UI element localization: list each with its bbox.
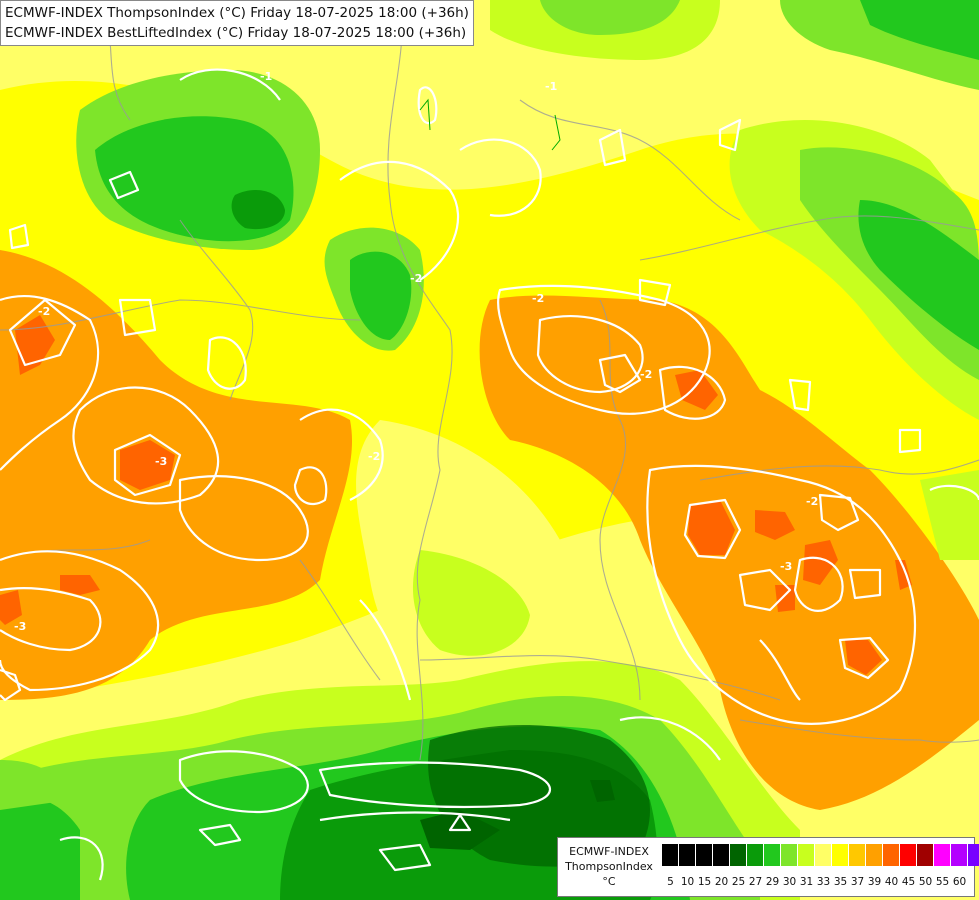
legend-parameter: ThompsonIndex: [565, 860, 653, 873]
legend-swatch: [866, 844, 883, 866]
legend-swatch: [900, 844, 917, 866]
legend-swatch: [934, 844, 951, 866]
contour-label: -2: [410, 272, 423, 285]
legend-tick-label: 30: [782, 876, 797, 888]
legend-swatch: [832, 844, 849, 866]
contour-label: -2: [640, 368, 653, 381]
legend-unit: °C: [602, 875, 616, 888]
legend-tick-label: 40: [884, 876, 899, 888]
legend-swatch: [747, 844, 764, 866]
legend-swatch: [662, 844, 679, 866]
legend-tick-label: 45: [901, 876, 916, 888]
legend-title: ECMWF-INDEX ThompsonIndex °C: [560, 844, 658, 889]
legend-swatch: [951, 844, 968, 866]
legend-tick-label: 15: [697, 876, 712, 888]
contour-label: -2: [532, 292, 545, 305]
contour-label: -3: [14, 620, 27, 633]
legend-swatch: [849, 844, 866, 866]
legend-tick-label: 35: [833, 876, 848, 888]
contour-label: -2: [38, 305, 51, 318]
legend-tick-label: 50: [918, 876, 933, 888]
legend-swatch: [781, 844, 798, 866]
legend-model: ECMWF-INDEX: [569, 845, 649, 858]
map-title-thompson: ECMWF-INDEX ThompsonIndex (°C) Friday 18…: [5, 5, 469, 21]
contour-label: -3: [780, 560, 793, 573]
color-legend: ECMWF-INDEX ThompsonIndex °C 5 10 15 20 25 27…: [557, 837, 979, 897]
legend-tick-label: 55: [935, 876, 950, 888]
legend-swatch: [730, 844, 747, 866]
legend-swatches: [662, 844, 979, 866]
legend-tick-label: 10: [680, 876, 695, 888]
contour-label: -2: [368, 450, 381, 463]
legend-tick-label: 29: [765, 876, 780, 888]
legend-tick-label: 27: [748, 876, 763, 888]
map-title-lifted: ECMWF-INDEX BestLiftedIndex (°C) Friday …: [5, 25, 467, 41]
legend-swatch: [968, 844, 979, 866]
legend-tick-label: 20: [714, 876, 729, 888]
legend-swatch: [883, 844, 900, 866]
legend-tick-label: 25: [731, 876, 746, 888]
contour-label: -2: [806, 495, 819, 508]
legend-swatch: [798, 844, 815, 866]
legend-ticks: 5 10 15 20 25 27 29 30 31 33 35 37 39 40 45 50 55 60: [662, 876, 968, 888]
contour-label: -1: [545, 80, 558, 93]
legend-tick-label: 39: [867, 876, 882, 888]
contour-label: -1: [260, 70, 273, 83]
legend-tick-label: 5: [667, 876, 674, 888]
legend-swatch: [917, 844, 934, 866]
map-title-box: ECMWF-INDEX ThompsonIndex (°C) Friday 18…: [0, 0, 474, 46]
legend-tick-label: 31: [799, 876, 814, 888]
legend-swatch: [764, 844, 781, 866]
legend-swatch: [696, 844, 713, 866]
legend-swatch: [679, 844, 696, 866]
contour-label: -3: [155, 455, 168, 468]
legend-swatch: [713, 844, 730, 866]
legend-tick-label: 37: [850, 876, 865, 888]
legend-tick-label: 60: [952, 876, 967, 888]
legend-swatch: [815, 844, 832, 866]
legend-tick-label: 33: [816, 876, 831, 888]
